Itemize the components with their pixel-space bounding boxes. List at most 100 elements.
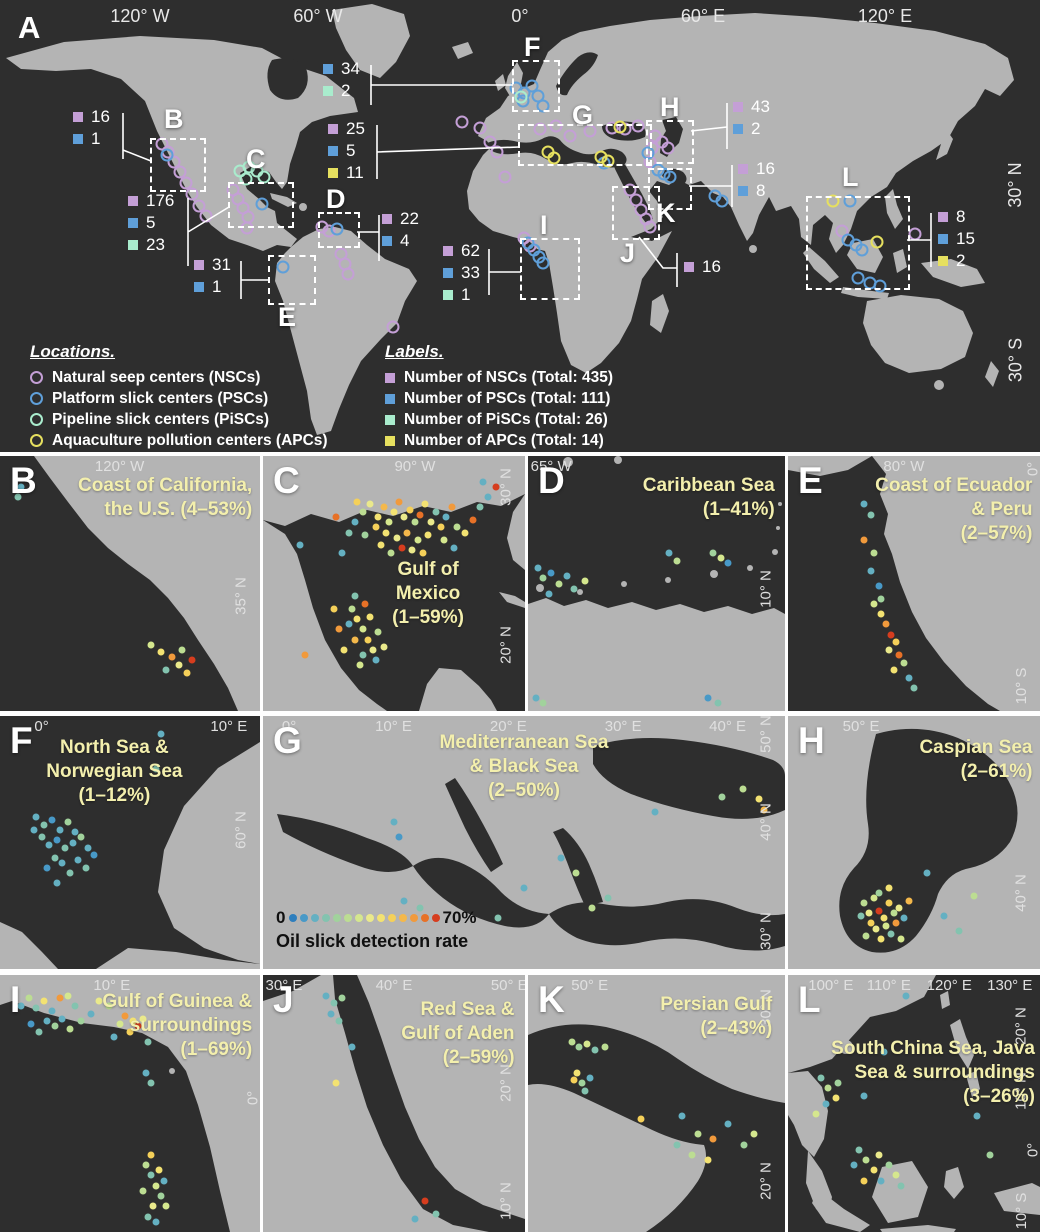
detection-rate-dot xyxy=(955,927,963,935)
subpanel-latitude-tick: 10° N xyxy=(497,1182,515,1220)
detection-rate-dot xyxy=(162,1202,170,1210)
subpanel-j: J Red Sea & Gulf of Aden (2–59%) 30° E 40° E 5… xyxy=(263,975,525,1232)
detection-rate-dot xyxy=(390,818,397,826)
subpanel-title-line: Red Sea & xyxy=(420,999,515,1021)
detection-rate-dot xyxy=(877,610,885,618)
detection-rate-dot xyxy=(301,651,309,659)
subpanel-title-line: & Peru xyxy=(971,498,1033,520)
psc-count-chip xyxy=(938,234,948,244)
detection-rate-dot xyxy=(895,651,903,659)
count-row: 2 xyxy=(733,118,770,140)
detection-rate-dot xyxy=(880,914,888,922)
nsc-location-ring xyxy=(908,227,922,241)
subpanel-title-line: South China Sea, Java xyxy=(831,1037,1035,1059)
subpanel-h-coastline-graphic xyxy=(788,716,1040,969)
psc-count-chip xyxy=(443,268,453,278)
legend-item-label: Pipeline slick centers (PiSCs) xyxy=(52,410,270,428)
subpanel-j-coastline-graphic xyxy=(263,975,525,1232)
detection-rate-dot xyxy=(832,1094,840,1102)
subpanel-longitude-tick: 0° xyxy=(281,718,297,735)
detection-rate-dot xyxy=(479,478,487,485)
detection-rate-dot xyxy=(850,1161,858,1169)
count-value: 23 xyxy=(146,235,165,254)
detection-rate-dot xyxy=(755,795,763,803)
nsc-count-chip xyxy=(194,260,204,270)
count-value: 2 xyxy=(341,81,351,100)
detection-rate-dot xyxy=(760,806,768,814)
detection-rate-dot xyxy=(356,661,364,669)
detection-rate-dot xyxy=(834,1079,842,1087)
subpanel-letter-l: L xyxy=(798,979,821,1020)
detection-rate-dot xyxy=(406,506,414,514)
detection-rate-dot xyxy=(400,513,408,521)
subpanel-longitude-tick: 50° E xyxy=(490,977,525,994)
pisc-count-chip xyxy=(323,86,333,96)
detection-rate-dot xyxy=(395,498,403,506)
detection-rate-dot xyxy=(45,841,53,849)
detection-rate-dot xyxy=(66,1025,74,1033)
subpanel-title-line: Gulf of Guinea & xyxy=(102,991,253,1013)
count-row: 16 xyxy=(684,256,721,278)
detection-rate-dot xyxy=(32,813,40,821)
count-row: 1 xyxy=(73,128,110,150)
detection-rate-dot xyxy=(147,641,155,649)
nsc-location-ring xyxy=(199,209,213,223)
count-value: 2 xyxy=(751,119,761,138)
detection-rate-dot xyxy=(66,869,74,877)
detection-rate-dot xyxy=(872,925,880,933)
colorbar-swatch xyxy=(321,914,330,923)
detection-rate-dot xyxy=(484,493,492,501)
count-value: 2 xyxy=(956,251,966,270)
colorbar-caption: Oil slick detection rate xyxy=(276,931,469,952)
detection-rate-dot xyxy=(380,643,388,651)
main-map-longitude-tick: 120° W xyxy=(110,6,170,26)
detection-rate-dot xyxy=(157,648,165,656)
subpanel-title-d: Caribbean Sea (1–41%) xyxy=(643,474,775,522)
subpanel-longitude-tick: 10° E xyxy=(210,718,248,735)
detection-rate-dot xyxy=(327,1010,335,1018)
detection-rate-dot xyxy=(71,1002,79,1010)
count-value: 1 xyxy=(91,129,101,148)
detection-rate-dot xyxy=(175,661,183,669)
count-value: 1 xyxy=(461,285,471,304)
detection-rate-dot xyxy=(377,541,385,549)
detection-rate-dot xyxy=(152,1182,160,1190)
subpanel-latitude-tick: 60° N xyxy=(232,811,250,849)
detection-rate-dot xyxy=(724,559,732,567)
detection-rate-dot xyxy=(345,529,353,536)
detection-rate-dot xyxy=(870,1166,878,1174)
subpanel-latitude-tick: 0° xyxy=(244,1091,260,1106)
subpanel-letter-i: I xyxy=(10,979,21,1020)
colorbar-swatch xyxy=(409,914,418,923)
detection-rate-dot xyxy=(860,536,868,544)
detection-rate-dot xyxy=(168,653,176,661)
detection-rate-dot xyxy=(366,500,374,508)
detection-rate-dot xyxy=(51,854,59,862)
count-callout-f: 34 2 xyxy=(323,58,360,102)
main-map-longitude-tick: 60° E xyxy=(680,6,726,26)
legend-item-psc-count: Number of PSCs (Total: 111) xyxy=(385,388,613,409)
detection-rate-dot xyxy=(414,536,422,544)
detection-rate-dot xyxy=(568,1038,576,1046)
count-callout-g: 25 5 11 xyxy=(328,118,365,184)
detection-rate-dot xyxy=(361,531,369,539)
detection-rate-dot xyxy=(374,513,382,521)
detection-rate-dot xyxy=(147,1079,155,1087)
detection-rate-dot xyxy=(400,897,408,905)
region-box-f xyxy=(512,60,560,112)
count-value: 176 xyxy=(146,191,175,210)
detection-rate-dot xyxy=(116,1020,124,1028)
detection-rate-dot xyxy=(862,1156,870,1164)
detection-rate-dot xyxy=(651,808,658,816)
region-box-b xyxy=(150,138,206,192)
detection-rate-dot xyxy=(709,549,717,557)
legend-item-label: Natural seep centers (NSCs) xyxy=(52,368,261,386)
detection-rate-dot xyxy=(142,1161,150,1169)
detection-rate-dot xyxy=(58,859,66,867)
detection-rate-dot xyxy=(469,516,477,524)
nsc-location-ring xyxy=(386,320,400,334)
nsc-location-ring xyxy=(341,267,355,281)
nsc-location-ring xyxy=(490,145,504,159)
count-callout-i: 62 33 1 xyxy=(443,240,480,306)
